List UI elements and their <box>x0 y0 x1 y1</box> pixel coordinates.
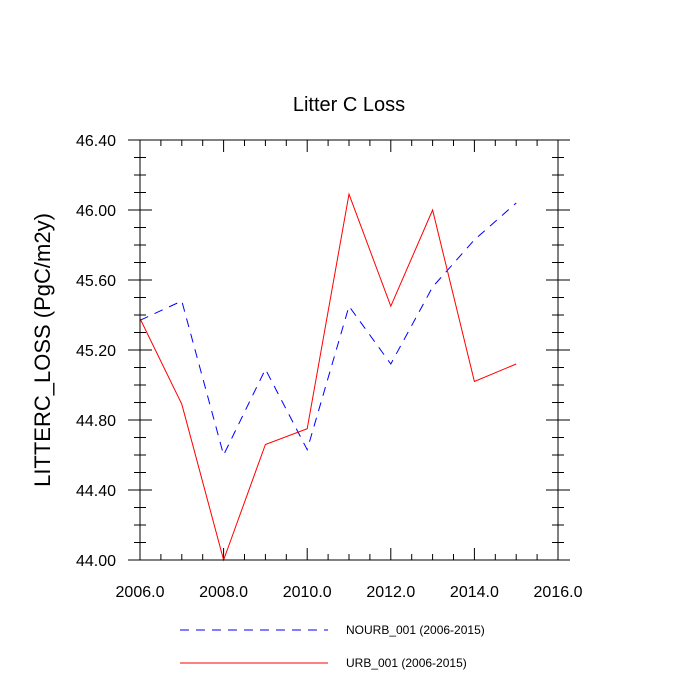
x-tick-label: 2012.0 <box>366 584 415 601</box>
x-tick-label: 2008.0 <box>199 584 248 601</box>
legend: NOURB_001 (2006-2015) URB_001 (2006-2015) <box>180 623 485 670</box>
x-tick-label: 2014.0 <box>450 584 499 601</box>
x-tick-label: 2010.0 <box>283 584 332 601</box>
legend-label: NOURB_001 (2006-2015) <box>346 623 485 637</box>
y-tick-label: 45.60 <box>76 273 116 290</box>
y-axis-label: LITTERC_LOSS (PgC/m2y) <box>30 213 55 487</box>
plot-frame <box>139 139 559 561</box>
series-line-nourb_001 <box>139 202 517 457</box>
y-tick-label: 45.20 <box>76 343 116 360</box>
axis-ticks: 2006.0 2008.0 2010.0 2012.0 2014.0 2016.0 44.0… <box>76 133 583 601</box>
y-tick-label: 44.40 <box>76 483 116 500</box>
x-tick-label: 2016.0 <box>534 584 583 601</box>
y-tick-label: 44.00 <box>76 553 116 570</box>
y-tick-label: 46.00 <box>76 203 116 220</box>
series-lines <box>139 192 517 562</box>
legend-label: URB_001 (2006-2015) <box>346 656 467 670</box>
x-tick-label: 2006.0 <box>116 584 165 601</box>
chart-title: Litter C Loss <box>293 94 405 116</box>
y-tick-label: 44.80 <box>76 413 116 430</box>
series-line-urb_001 <box>139 192 517 562</box>
y-tick-label: 46.40 <box>76 133 116 150</box>
